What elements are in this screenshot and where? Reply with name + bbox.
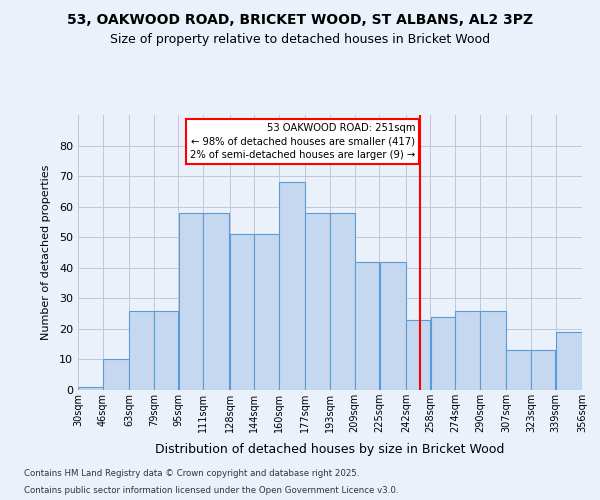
Bar: [455, 310, 480, 390]
Bar: [330, 213, 355, 390]
Text: 53, OAKWOOD ROAD, BRICKET WOOD, ST ALBANS, AL2 3PZ: 53, OAKWOOD ROAD, BRICKET WOOD, ST ALBAN…: [67, 12, 533, 26]
Bar: [380, 262, 406, 390]
Bar: [431, 316, 455, 390]
Bar: [556, 332, 582, 390]
Text: Contains HM Land Registry data © Crown copyright and database right 2025.: Contains HM Land Registry data © Crown c…: [24, 468, 359, 477]
Bar: [506, 350, 531, 390]
Text: Size of property relative to detached houses in Bricket Wood: Size of property relative to detached ho…: [110, 32, 490, 46]
Bar: [480, 310, 506, 390]
Bar: [230, 234, 254, 390]
Bar: [179, 213, 203, 390]
Text: Contains public sector information licensed under the Open Government Licence v3: Contains public sector information licen…: [24, 486, 398, 495]
Bar: [254, 234, 279, 390]
X-axis label: Distribution of detached houses by size in Bricket Wood: Distribution of detached houses by size …: [155, 444, 505, 456]
Bar: [203, 213, 229, 390]
Bar: [355, 262, 379, 390]
Bar: [154, 310, 178, 390]
Bar: [531, 350, 556, 390]
Bar: [406, 320, 430, 390]
Bar: [78, 387, 103, 390]
Bar: [279, 182, 305, 390]
Bar: [103, 360, 129, 390]
Y-axis label: Number of detached properties: Number of detached properties: [41, 165, 50, 340]
Text: 53 OAKWOOD ROAD: 251sqm
← 98% of detached houses are smaller (417)
2% of semi-de: 53 OAKWOOD ROAD: 251sqm ← 98% of detache…: [190, 123, 415, 160]
Bar: [305, 213, 330, 390]
Bar: [129, 310, 154, 390]
